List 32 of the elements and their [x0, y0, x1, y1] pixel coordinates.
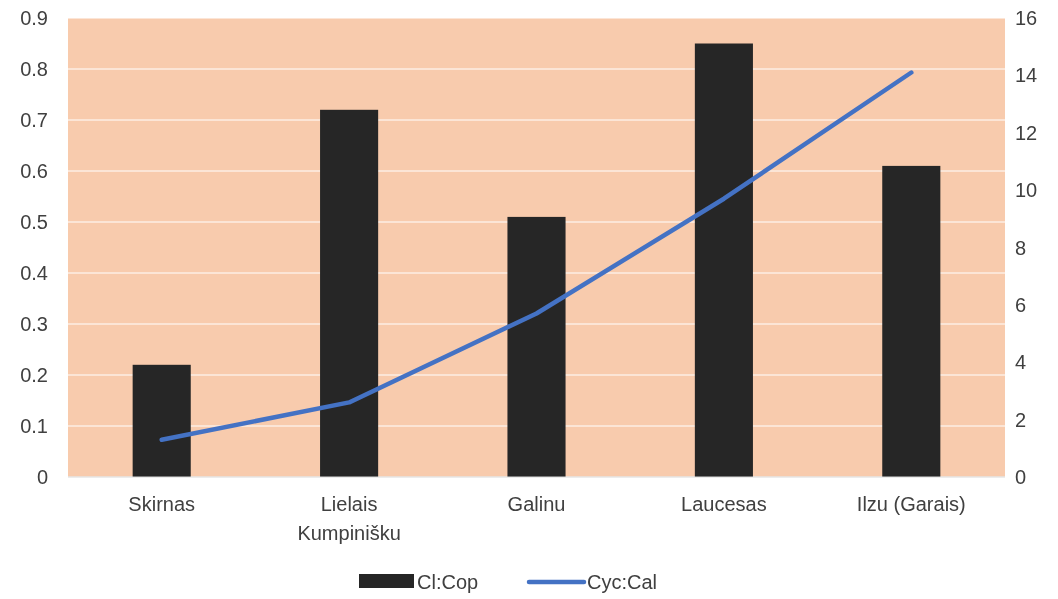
x-tick-label: Laucesas: [681, 493, 767, 515]
y2-tick-label: 8: [1015, 236, 1027, 259]
y-tick-label: 0: [36, 466, 48, 488]
y-tick-label: 0.5: [20, 211, 48, 233]
y-tick-label: 0.8: [20, 58, 48, 80]
y2-tick-label: 14: [1015, 64, 1038, 87]
bar: [882, 165, 941, 477]
y-tick-label: 0.3: [20, 313, 48, 335]
bar: [694, 43, 753, 477]
y2-tick-label: 12: [1015, 121, 1038, 144]
x-tick-label: Ilzu (Garais): [856, 493, 966, 515]
x-tick-label: Skirnas: [128, 493, 196, 515]
y2-tick-label: 4: [1015, 351, 1027, 374]
y2-tick-label: 0: [1015, 466, 1027, 488]
y2-tick-label: 6: [1015, 293, 1027, 316]
y2-tick-label: 16: [1015, 7, 1038, 29]
x-tick-label: Lielais Kumpinišku: [297, 493, 401, 544]
y2-tick-label: 10: [1015, 179, 1038, 202]
bar: [132, 364, 191, 477]
y-tick-label: 0.6: [20, 160, 48, 182]
x-tick-label: Galinu: [507, 493, 566, 515]
y-tick-label: 0.2: [20, 364, 48, 386]
y-tick-label: 0.1: [20, 415, 48, 437]
y2-tick-label: 2: [1015, 408, 1027, 431]
bar: [507, 216, 566, 477]
legend-label: Cyc:Cal: [587, 571, 658, 593]
bar: [320, 109, 379, 477]
legend-label: Cl:Cop: [417, 571, 479, 593]
y-tick-label: 0.4: [20, 262, 48, 284]
y-tick-label: 0.9: [20, 7, 48, 29]
y-tick-label: 0.7: [20, 109, 48, 131]
line-series: [159, 70, 914, 442]
